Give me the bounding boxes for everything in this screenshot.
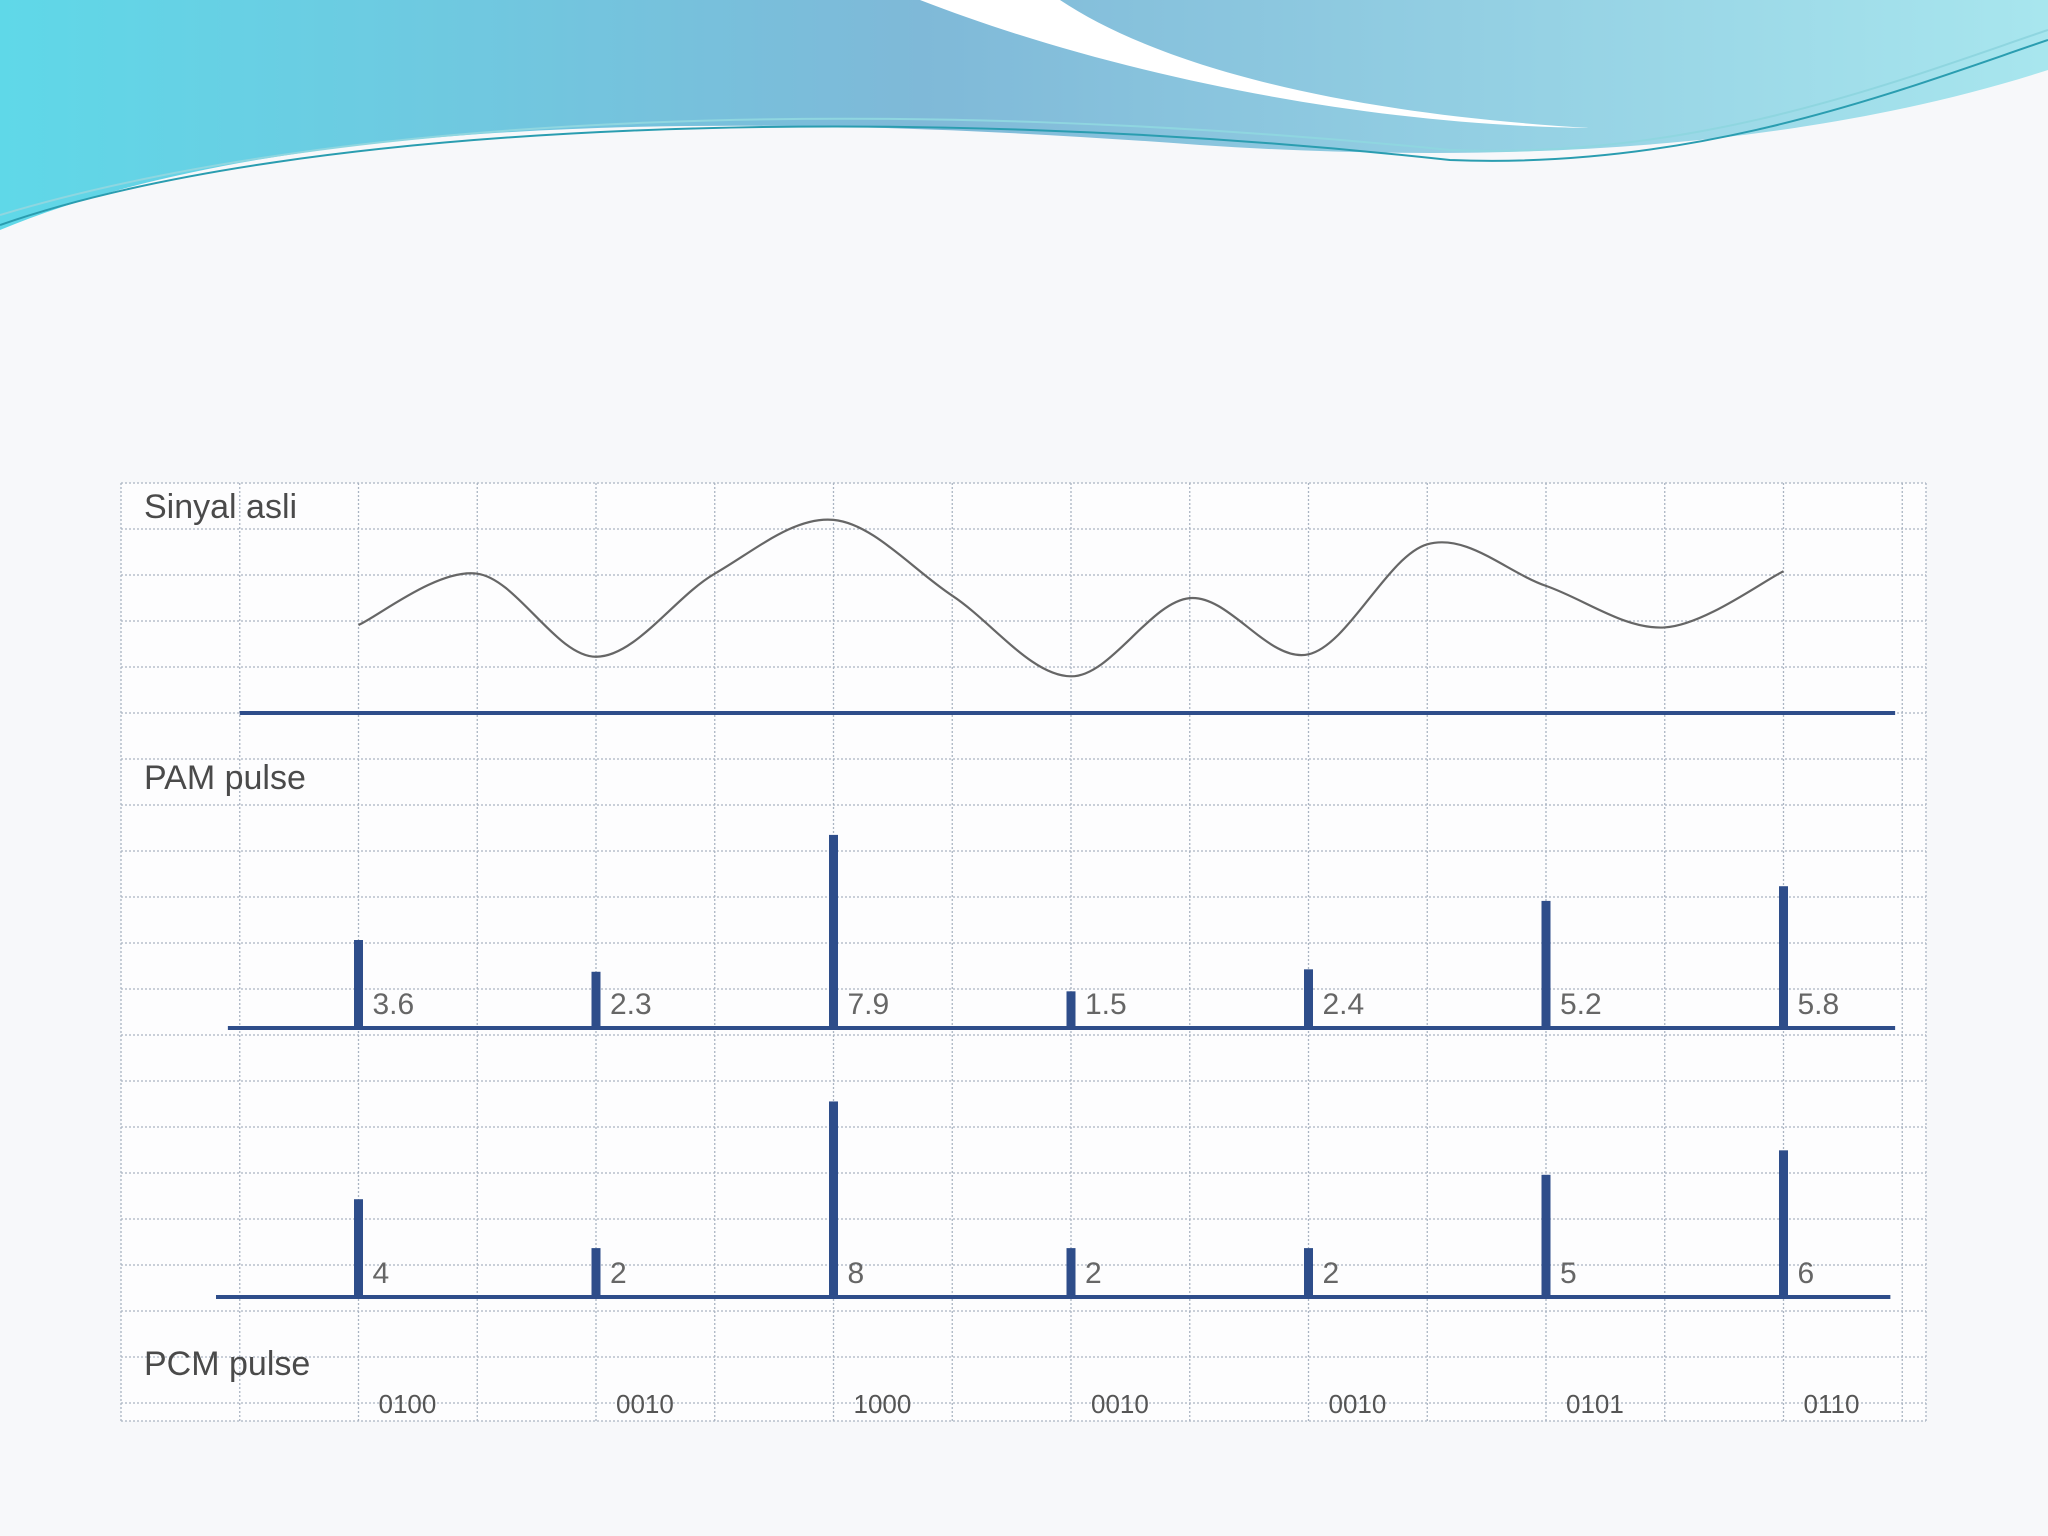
signal-curve <box>358 518 1784 678</box>
value-label: 6 <box>1798 1257 1815 1290</box>
pulse-bar <box>1541 1174 1551 1297</box>
pulse-bar <box>1304 1248 1313 1297</box>
pcm-code: 0110 <box>1804 1389 1860 1419</box>
pulse-bar <box>354 1199 363 1297</box>
value-label: 5 <box>1560 1257 1577 1290</box>
value-label: 2 <box>610 1257 627 1290</box>
panel-title: PCM pulse <box>144 1345 310 1383</box>
value-label: 5.2 <box>1560 988 1602 1021</box>
value-label: 5.8 <box>1798 988 1840 1021</box>
value-label: 2.3 <box>610 988 652 1021</box>
panel-title: Sinyal asli <box>144 488 297 526</box>
pulse-bar <box>591 1248 601 1297</box>
value-label: 2 <box>1323 1257 1340 1290</box>
pcm-code: 0101 <box>1566 1389 1624 1419</box>
header-line <box>0 39 2048 226</box>
pulse-bar <box>1779 886 1788 1028</box>
value-label: 2.4 <box>1323 988 1365 1021</box>
value-label: 8 <box>848 1257 865 1290</box>
value-label: 3.6 <box>373 988 415 1021</box>
pulse-bar <box>1066 991 1076 1028</box>
pcm-code: 0010 <box>1091 1389 1149 1419</box>
pulse-bar <box>829 1101 838 1297</box>
pulse-bar <box>1541 900 1551 1028</box>
pulse-bar <box>829 834 838 1028</box>
pulse-bar <box>354 940 363 1028</box>
pcm-code: 0010 <box>616 1389 674 1419</box>
value-label: 2 <box>1085 1257 1102 1290</box>
pulse-bar <box>591 971 601 1028</box>
value-label: 7.9 <box>848 988 890 1021</box>
panel-title: PAM pulse <box>144 759 306 797</box>
header-line <box>0 29 2048 216</box>
pcm-code: 0100 <box>379 1389 437 1419</box>
pulse-bar <box>1066 1248 1076 1297</box>
header-wave <box>0 0 2048 230</box>
diagram-area <box>121 483 1926 1421</box>
header-swoop <box>920 0 1590 128</box>
pcm-code: 0010 <box>1329 1389 1387 1419</box>
value-label: 4 <box>373 1257 390 1290</box>
pulse-bar <box>1304 969 1313 1028</box>
value-label: 1.5 <box>1085 988 1127 1021</box>
pulse-bar <box>1779 1150 1788 1297</box>
pcm-code: 1000 <box>854 1389 912 1419</box>
